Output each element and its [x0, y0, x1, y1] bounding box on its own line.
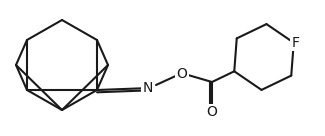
- Text: O: O: [176, 67, 188, 81]
- Text: N: N: [143, 81, 153, 95]
- Text: O: O: [207, 105, 217, 119]
- Text: F: F: [292, 36, 300, 50]
